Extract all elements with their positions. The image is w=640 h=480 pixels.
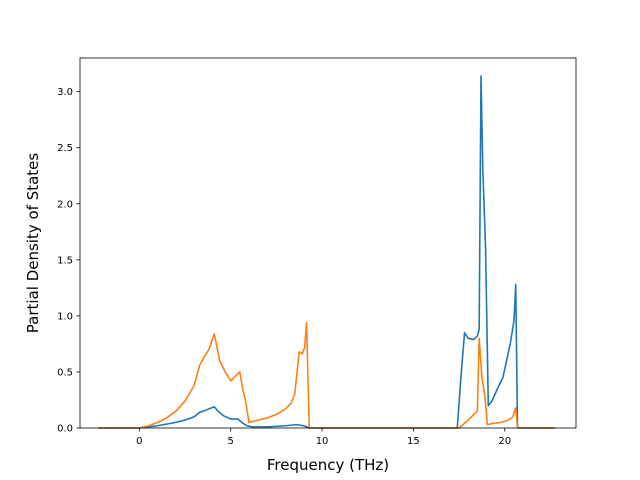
y-tick-label: 2.0 [57, 199, 73, 210]
y-tick-label: 1.5 [57, 255, 73, 266]
x-tick-label: 5 [228, 436, 234, 447]
y-tick-label: 0.5 [57, 367, 73, 378]
x-axis-label: Frequency (THz) [267, 456, 389, 474]
y-tick-label: 3.0 [57, 87, 73, 98]
series-line-2 [98, 321, 555, 429]
axes-frame [79, 57, 577, 429]
y-axis-ticks: 0.0 0.5 1.0 1.5 2.0 2.5 3.0 [57, 87, 80, 435]
x-tick-label: 15 [407, 436, 420, 447]
y-tick-label: 2.5 [57, 143, 73, 154]
x-axis-ticks: 0 5 10 15 20 [136, 428, 511, 447]
y-axis-label: Partial Density of States [24, 153, 42, 334]
x-tick-label: 10 [316, 436, 329, 447]
x-tick-label: 20 [498, 436, 511, 447]
y-tick-label: 1.0 [57, 311, 73, 322]
y-tick-label: 0.0 [57, 424, 73, 435]
x-tick-label: 0 [136, 436, 142, 447]
